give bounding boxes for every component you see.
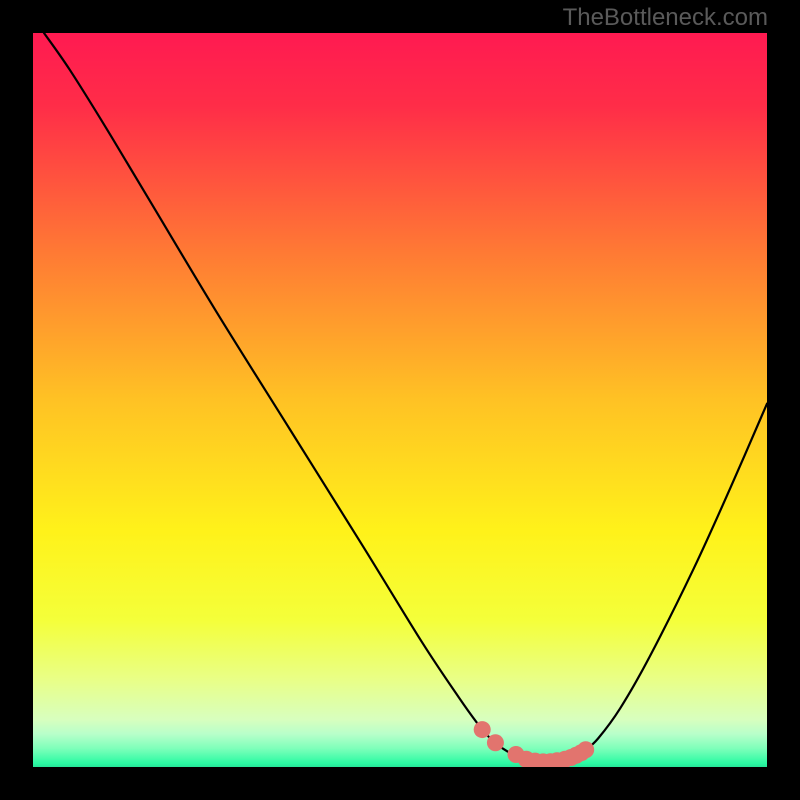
optimal-range-marker <box>487 734 504 751</box>
plot-area <box>33 33 767 767</box>
optimal-range-marker <box>474 721 491 738</box>
markers-layer <box>33 33 767 767</box>
optimal-range-marker <box>577 741 594 758</box>
chart-frame: TheBottleneck.com <box>0 0 800 800</box>
watermark-text: TheBottleneck.com <box>563 4 768 32</box>
